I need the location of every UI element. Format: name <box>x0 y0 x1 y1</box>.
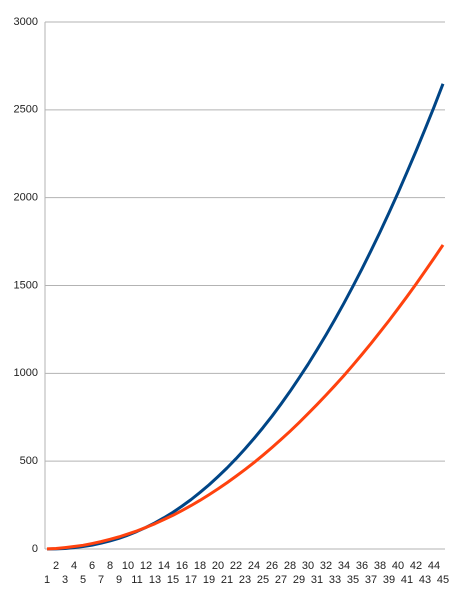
x-tick-label: 39 <box>383 574 395 586</box>
x-tick-label: 21 <box>221 574 233 586</box>
y-tick-label: 0 <box>32 543 38 555</box>
x-tick-label: 41 <box>401 574 413 586</box>
x-tick-label: 7 <box>98 574 104 586</box>
x-tick-label: 19 <box>203 574 215 586</box>
x-tick-label: 27 <box>275 574 287 586</box>
x-tick-label: 31 <box>311 574 323 586</box>
x-tick-label: 37 <box>365 574 377 586</box>
x-tick-label: 36 <box>356 560 368 572</box>
x-tick-label: 28 <box>284 560 296 572</box>
series-line <box>46 83 445 551</box>
x-tick-label: 45 <box>437 574 449 586</box>
x-tick-label: 22 <box>230 560 242 572</box>
x-tick-label: 6 <box>89 560 95 572</box>
y-tick-label: 500 <box>20 455 38 467</box>
x-tick-label: 9 <box>116 574 122 586</box>
x-tick-label: 32 <box>320 560 332 572</box>
x-tick-label: 35 <box>347 574 359 586</box>
x-tick-label: 26 <box>266 560 278 572</box>
y-tick-label: 2000 <box>14 192 38 204</box>
x-tick-label: 15 <box>167 574 179 586</box>
x-tick-label: 2 <box>53 560 59 572</box>
x-tick-label: 34 <box>338 560 350 572</box>
x-tick-label: 11 <box>131 574 142 586</box>
x-tick-label: 24 <box>248 560 260 572</box>
y-tick-label: 1000 <box>14 367 38 379</box>
series-line <box>46 244 445 551</box>
x-tick-label: 38 <box>374 560 386 572</box>
y-tick-label: 2500 <box>14 104 38 116</box>
x-tick-label: 3 <box>62 574 68 586</box>
x-tick-label: 29 <box>293 574 305 586</box>
x-tick-label: 20 <box>212 560 224 572</box>
x-tick-label: 30 <box>302 560 314 572</box>
x-tick-label: 5 <box>80 574 86 586</box>
x-tick-label: 25 <box>257 574 269 586</box>
x-tick-label: 1 <box>44 574 50 586</box>
x-tick-label: 13 <box>149 574 161 586</box>
x-tick-label: 18 <box>194 560 206 572</box>
x-tick-label: 4 <box>71 560 77 572</box>
y-tick-label: 1500 <box>14 279 38 291</box>
x-tick-label: 17 <box>185 574 197 586</box>
x-tick-label: 44 <box>428 560 440 572</box>
x-tick-label: 43 <box>419 574 431 586</box>
y-tick-label: 3000 <box>14 16 38 28</box>
x-tick-label: 16 <box>176 560 188 572</box>
x-tick-label: 23 <box>239 574 251 586</box>
x-tick-label: 14 <box>158 560 170 572</box>
x-tick-label: 42 <box>410 560 422 572</box>
x-tick-label: 40 <box>392 560 404 572</box>
x-tick-label: 8 <box>107 560 113 572</box>
x-tick-label: 33 <box>329 574 341 586</box>
x-tick-label: 12 <box>140 560 152 572</box>
x-tick-label: 10 <box>122 560 134 572</box>
